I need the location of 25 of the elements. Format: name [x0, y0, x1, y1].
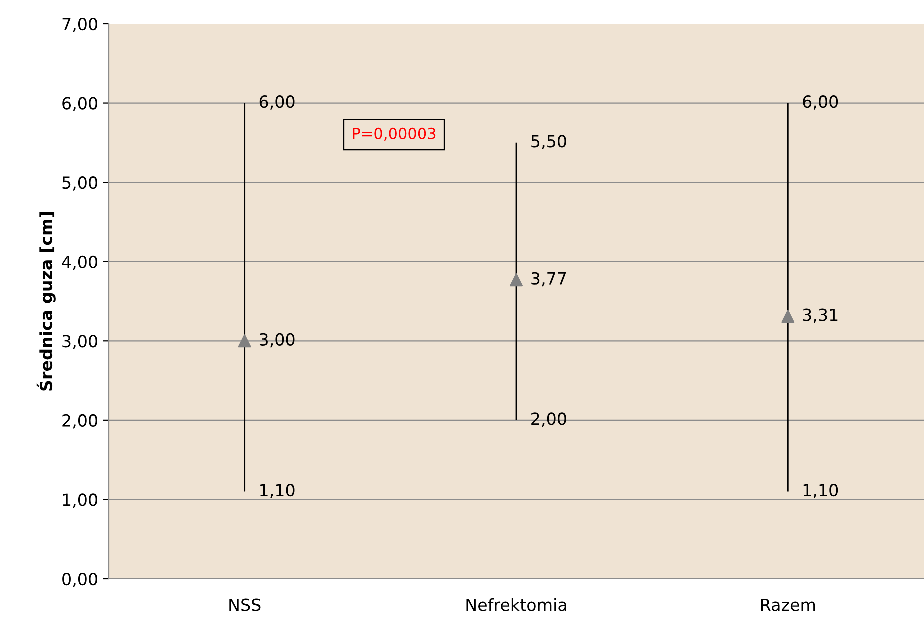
y-tick-label: 0,00 — [62, 572, 98, 588]
annotation: 5,50 — [532, 135, 566, 150]
y-tick-label: 4,00 — [62, 256, 98, 270]
annotation: P=0,00003 — [353, 128, 436, 141]
x-tick-label: Razem — [761, 598, 816, 612]
annotation: 1,10 — [260, 484, 295, 498]
data-label: 3,00 — [260, 333, 295, 348]
y-tick-label: 1,00 — [63, 494, 98, 508]
point — [510, 274, 524, 287]
annotation: 1,10 — [804, 484, 838, 498]
y-tick-label: 7,00 — [62, 18, 98, 32]
x-tick-label: Nefrektomia — [466, 598, 566, 612]
data-label: 3,77 — [532, 272, 566, 287]
point — [238, 334, 252, 348]
y-tick-label: 5,00 — [62, 176, 98, 191]
x-tick-label: NSS — [230, 598, 261, 612]
annotation: 6,00 — [803, 96, 838, 110]
y-tick-label: 3,00 — [62, 335, 98, 350]
y-tick-label: 2,00 — [62, 414, 98, 429]
annotation: 6,00 — [260, 96, 295, 110]
point — [782, 310, 795, 324]
annotation: 2,00 — [532, 412, 566, 427]
y-axis-title: Średnica guza [cm] — [36, 212, 56, 391]
y-tick-label: 6,00 — [62, 97, 98, 112]
data-label: 3,31 — [803, 308, 838, 324]
